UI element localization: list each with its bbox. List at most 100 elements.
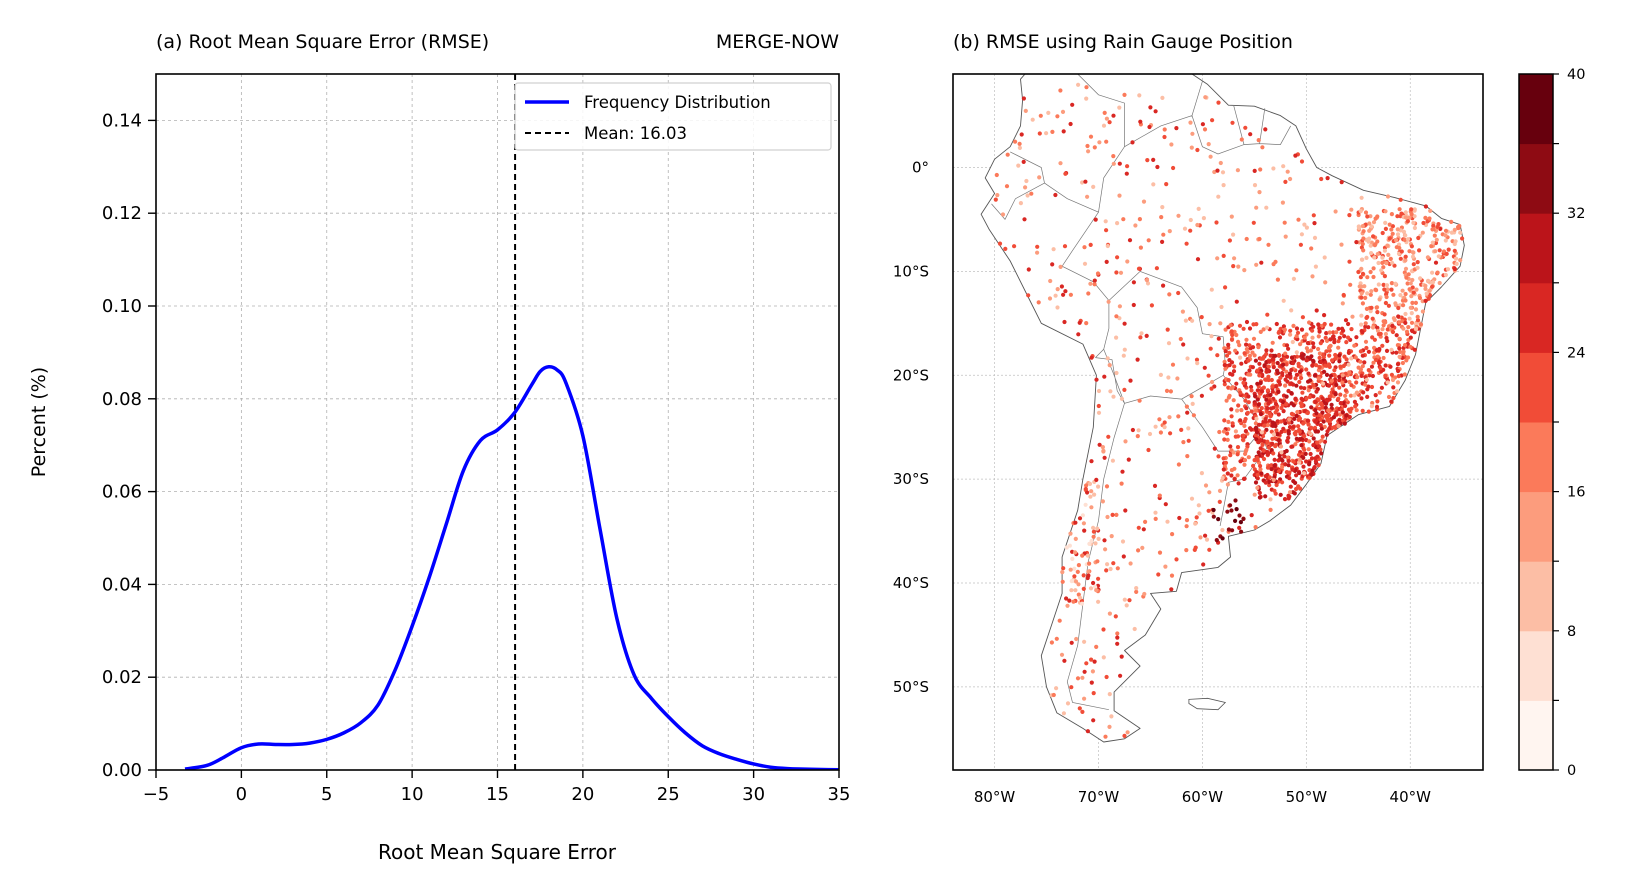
station-dot — [994, 172, 999, 178]
station-dot — [1360, 364, 1365, 369]
station-dot — [1423, 204, 1428, 209]
station-dot — [1197, 511, 1202, 516]
station-dot — [1267, 475, 1272, 480]
station-dot — [1369, 251, 1374, 256]
station-dot — [1195, 147, 1200, 153]
station-dot — [1373, 357, 1379, 362]
station-dot — [1080, 675, 1085, 680]
station-dot — [1101, 655, 1106, 660]
station-dot — [1076, 332, 1081, 337]
station-dot — [1176, 414, 1181, 419]
station-dot — [1216, 194, 1221, 199]
station-dot — [1085, 194, 1090, 199]
station-dot — [1089, 657, 1094, 662]
station-dot — [1377, 297, 1382, 302]
station-dot — [1423, 298, 1428, 303]
station-dot — [1249, 409, 1254, 414]
station-dot — [1220, 170, 1226, 175]
station-dot — [1453, 256, 1459, 261]
station-dot — [1266, 242, 1271, 247]
station-dot — [1354, 335, 1359, 340]
station-dot — [1048, 278, 1053, 284]
station-dot — [1089, 355, 1094, 360]
station-dot — [1297, 470, 1302, 476]
station-dot — [1088, 242, 1093, 247]
station-dot — [1249, 388, 1254, 393]
station-dot — [1311, 443, 1316, 448]
station-dot — [1347, 213, 1352, 218]
station-dot — [1305, 349, 1310, 354]
station-dot — [1157, 493, 1162, 498]
station-dot — [1276, 352, 1282, 358]
station-dot — [1309, 405, 1314, 410]
station-dot — [1279, 419, 1284, 424]
station-dot — [1223, 285, 1228, 290]
station-dot — [1380, 230, 1385, 236]
station-dot — [1453, 239, 1458, 244]
station-dot — [1262, 363, 1267, 368]
station-dot — [1413, 326, 1419, 331]
station-dot — [1115, 566, 1120, 571]
station-dot — [1390, 260, 1395, 265]
station-dot — [1407, 249, 1412, 254]
station-dot — [1446, 247, 1451, 252]
station-dot — [1189, 496, 1195, 501]
station-dot — [1217, 429, 1222, 435]
station-dot — [1312, 373, 1318, 378]
station-dot — [1415, 260, 1420, 265]
station-dot — [1211, 514, 1216, 519]
station-dot — [1332, 372, 1337, 377]
station-dot — [1102, 538, 1107, 543]
station-dot — [1080, 553, 1085, 558]
station-dot — [1242, 268, 1247, 273]
station-dot — [1371, 220, 1377, 225]
station-dot — [1294, 486, 1299, 492]
station-dot — [1415, 265, 1420, 270]
station-dot — [1394, 350, 1399, 355]
station-dot — [1035, 250, 1040, 255]
station-dot — [1337, 385, 1342, 390]
station-dot — [1273, 491, 1278, 496]
station-dot — [1104, 259, 1109, 264]
station-dot — [1267, 359, 1272, 364]
station-dot — [1288, 484, 1293, 489]
station-dot — [1313, 459, 1318, 464]
station-dot — [1261, 327, 1266, 332]
station-dot — [1392, 263, 1397, 268]
station-dot — [1062, 658, 1067, 663]
station-dot — [1306, 371, 1311, 376]
station-dot — [1287, 371, 1292, 376]
station-dot — [1389, 287, 1394, 292]
station-dot — [1383, 320, 1388, 325]
station-dot — [1396, 374, 1401, 379]
panel-a-title: (a) Root Mean Square Error (RMSE) — [156, 31, 489, 53]
station-dot — [1358, 209, 1363, 214]
station-dot — [1079, 601, 1085, 606]
station-dot — [1255, 397, 1260, 402]
station-dot — [1319, 402, 1324, 408]
station-dot — [1359, 313, 1364, 318]
station-dot — [1356, 224, 1361, 229]
station-dot — [1191, 413, 1196, 418]
station-dot — [1367, 221, 1372, 226]
station-dot — [1221, 183, 1226, 188]
station-dot — [1437, 248, 1442, 253]
station-dot — [1287, 494, 1292, 499]
station-dot — [1115, 221, 1120, 226]
station-dot — [1307, 430, 1312, 435]
colorbar-tick-label: 32 — [1567, 206, 1585, 222]
station-dot — [1375, 399, 1380, 404]
station-dot — [1242, 462, 1247, 467]
station-dot — [1101, 449, 1106, 454]
station-dot — [1284, 394, 1289, 399]
station-dot — [1359, 295, 1364, 300]
station-dot — [1189, 145, 1194, 150]
station-dot — [1381, 265, 1386, 270]
station-dot — [1385, 380, 1390, 385]
station-dot — [1021, 159, 1026, 164]
station-dot — [1154, 266, 1159, 271]
station-dot — [1097, 140, 1102, 145]
station-dot — [1342, 334, 1347, 339]
station-dot — [1336, 345, 1341, 350]
station-dot — [1347, 409, 1353, 414]
